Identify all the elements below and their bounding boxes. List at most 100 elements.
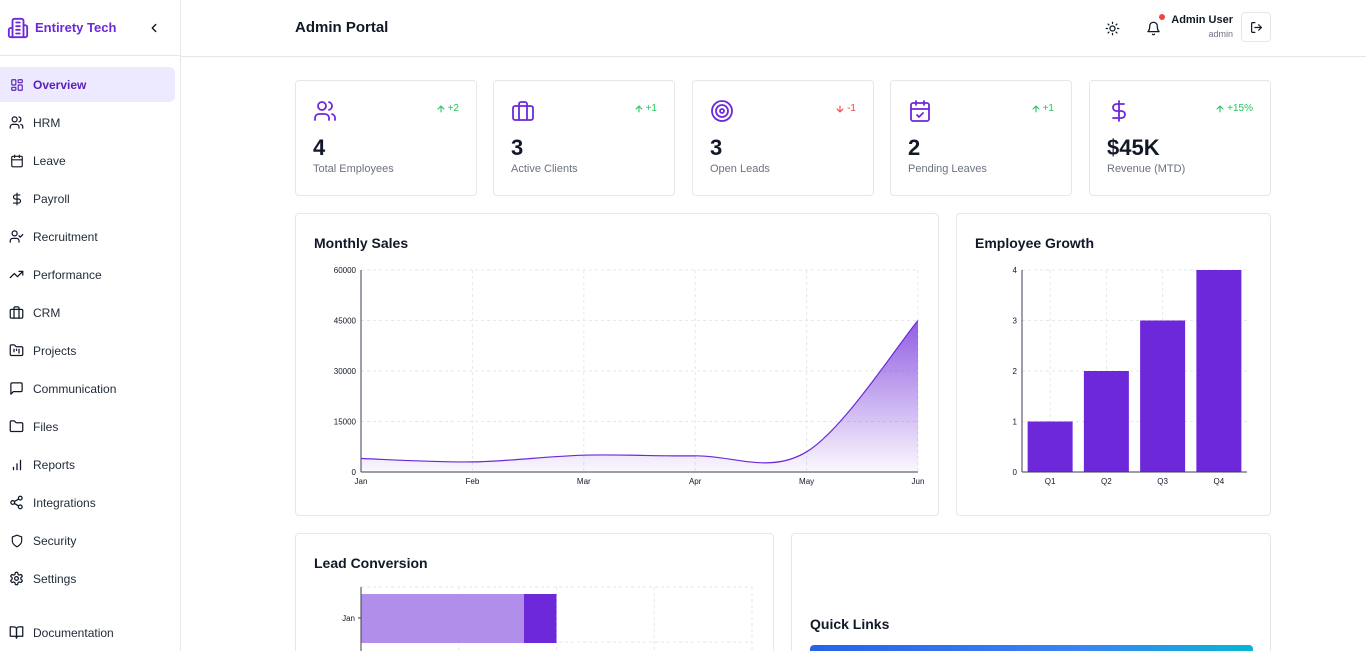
calendar-check-icon	[908, 99, 932, 123]
sales-area	[361, 320, 918, 472]
sidebar-item-integrations[interactable]: Integrations	[0, 485, 175, 520]
trending-up-icon	[9, 267, 24, 282]
x-tick-label: Q2	[1101, 477, 1112, 486]
dollar-icon	[1107, 99, 1131, 123]
arrow-up-icon	[437, 105, 445, 112]
user-check-icon	[9, 229, 24, 244]
bell-icon	[1146, 21, 1160, 35]
x-tick-label: Q3	[1157, 477, 1168, 486]
sidebar-item-crm[interactable]: CRM	[0, 295, 175, 330]
sidebar-item-label: HRM	[33, 115, 61, 130]
theme-toggle-button[interactable]	[1102, 18, 1122, 38]
quick-link-button[interactable]	[810, 645, 1253, 651]
notifications-button[interactable]	[1143, 18, 1163, 38]
sidebar-item-files[interactable]: Files	[0, 409, 175, 444]
stat-card-employees: +2 4 Total Employees	[295, 80, 477, 196]
message-square-icon	[9, 381, 24, 396]
arrow-up-icon	[1032, 105, 1040, 112]
notification-dot	[1159, 14, 1165, 20]
sidebar-item-performance[interactable]: Performance	[0, 257, 175, 292]
sidebar-item-overview[interactable]: Overview	[0, 67, 175, 102]
sidebar-item-label: Projects	[33, 343, 77, 358]
share-icon	[9, 495, 24, 510]
sidebar-item-label: Recruitment	[33, 229, 98, 244]
arrow-up-icon	[1216, 105, 1224, 112]
stat-card-revenue: +15% $45K Revenue (MTD)	[1089, 80, 1271, 196]
book-open-icon	[9, 625, 24, 640]
bar	[361, 594, 524, 643]
card-title: Monthly Sales	[314, 235, 409, 251]
bar	[1027, 421, 1073, 472]
y-tick-label: 0	[1013, 468, 1018, 477]
sidebar-item-label: Files	[33, 419, 59, 434]
user-role: admin	[1208, 29, 1233, 39]
users-icon	[313, 99, 337, 123]
sidebar-item-security[interactable]: Security	[0, 523, 175, 558]
folder-icon	[9, 419, 24, 434]
sidebar-item-payroll[interactable]: Payroll	[0, 181, 175, 216]
y-tick-label: 2	[1013, 367, 1018, 376]
stat-value: 3	[710, 135, 723, 160]
shield-icon	[9, 533, 24, 548]
bar	[1083, 371, 1129, 472]
lead-conversion-card: Lead Conversion Jan	[295, 533, 774, 651]
stat-value: 3	[511, 135, 524, 160]
x-tick-label: May	[799, 477, 814, 486]
brand-name: Entirety Tech	[35, 20, 117, 35]
sidebar-item-documentation[interactable]: Documentation	[0, 615, 175, 650]
stat-trend: +2	[436, 103, 459, 114]
sidebar-item-reports[interactable]: Reports	[0, 447, 175, 482]
card-title: Lead Conversion	[314, 555, 428, 571]
sidebar-item-label: Communication	[33, 381, 117, 396]
sidebar-item-label: Overview	[33, 77, 87, 92]
logout-button[interactable]	[1241, 12, 1271, 42]
sidebar-item-label: Payroll	[33, 191, 70, 206]
folder-kanban-icon	[9, 343, 24, 358]
bar-chart-icon	[9, 457, 24, 472]
bar	[523, 594, 557, 643]
card-title: Quick Links	[810, 616, 890, 632]
target-icon	[710, 99, 734, 123]
sun-icon	[1105, 21, 1119, 35]
page-title: Admin Portal	[295, 19, 389, 36]
stat-trend: -1	[835, 103, 856, 114]
sidebar-item-projects[interactable]: Projects	[0, 333, 175, 368]
x-tick-label: Mar	[577, 477, 591, 486]
x-tick-label: Q4	[1214, 477, 1225, 486]
x-tick-label: Q1	[1045, 477, 1056, 486]
card-title: Employee Growth	[975, 235, 1095, 251]
sidebar-item-hrm[interactable]: HRM	[0, 105, 175, 140]
y-tick-label: 4	[1013, 266, 1018, 275]
dollar-icon	[9, 191, 24, 206]
calendar-icon	[9, 153, 24, 168]
y-tick-label: 1	[1013, 418, 1018, 427]
users-icon	[9, 115, 24, 130]
stat-label: Pending Leaves	[908, 163, 987, 175]
y-tick-label: 3	[1013, 317, 1018, 326]
y-tick-label: Jan	[342, 614, 355, 623]
stat-label: Open Leads	[710, 163, 770, 175]
y-tick-label: 15000	[334, 418, 357, 427]
sidebar-item-communication[interactable]: Communication	[0, 371, 175, 406]
bar	[1140, 320, 1186, 472]
sidebar-item-label: CRM	[33, 305, 61, 320]
stat-value: 4	[313, 135, 326, 160]
sidebar-item-settings[interactable]: Settings	[0, 561, 175, 596]
stat-card-leaves: +1 2 Pending Leaves	[890, 80, 1072, 196]
top-header: Admin Portal Admin User admin	[181, 0, 1366, 57]
sidebar-item-recruitment[interactable]: Recruitment	[0, 219, 175, 254]
user-name: Admin User	[1171, 14, 1233, 26]
y-tick-label: 60000	[334, 266, 357, 275]
arrow-up-icon	[635, 105, 643, 112]
quick-links-card: Quick Links	[791, 533, 1271, 651]
collapse-sidebar-button[interactable]	[146, 18, 162, 38]
sidebar-item-label: Documentation	[33, 625, 114, 640]
employee-growth-card: Employee Growth 0 1 2 3 4 Q1 Q2 Q3 Q4	[956, 213, 1271, 516]
stat-value: $45K	[1107, 135, 1160, 160]
sidebar-item-label: Performance	[33, 267, 102, 282]
x-tick-label: Jun	[912, 477, 925, 486]
stat-trend: +15%	[1215, 103, 1253, 114]
brand: Entirety Tech	[0, 0, 180, 56]
sidebar-item-leave[interactable]: Leave	[0, 143, 175, 178]
briefcase-icon	[9, 305, 24, 320]
